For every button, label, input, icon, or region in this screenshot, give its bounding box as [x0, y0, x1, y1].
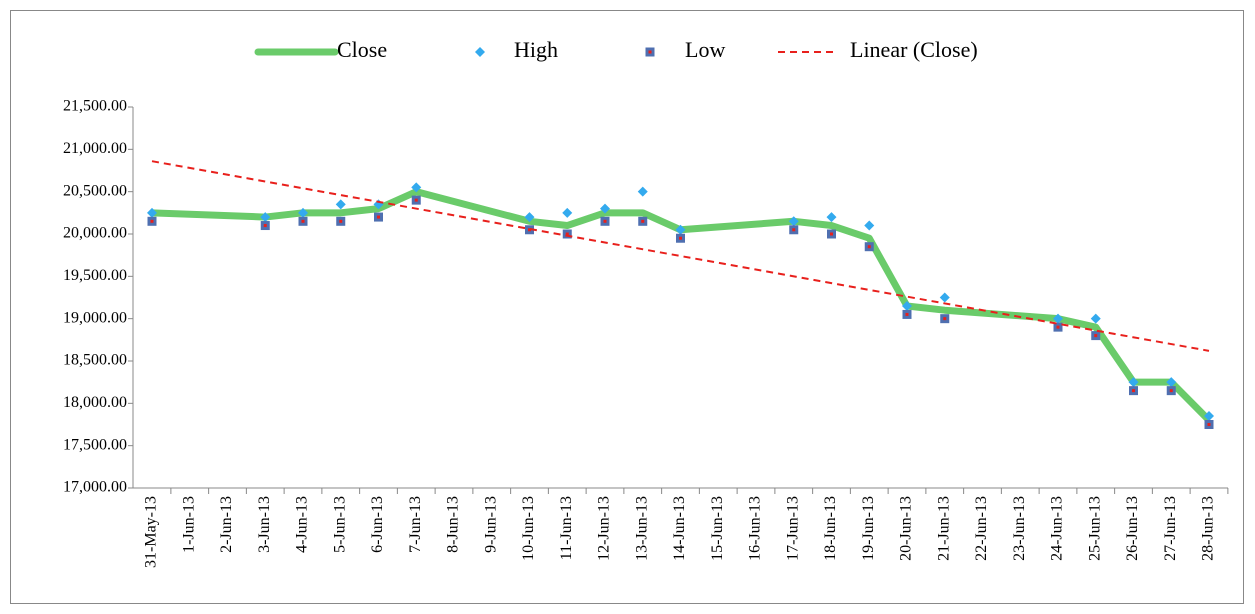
x-tick-label: 6-Jun-13	[369, 496, 386, 553]
point-center	[641, 219, 645, 223]
point	[939, 292, 950, 303]
x-tick-label: 4-Jun-13	[294, 496, 311, 553]
point-center	[263, 224, 267, 228]
point	[902, 300, 912, 311]
point	[1053, 313, 1063, 324]
point	[1128, 377, 1139, 388]
x-tick-label: 11-Jun-13	[558, 496, 575, 560]
point	[826, 212, 837, 223]
y-tick-label: 18,500.00	[63, 352, 127, 369]
y-tick-label: 19,500.00	[63, 267, 127, 284]
y-tick-label: 20,000.00	[63, 225, 127, 242]
x-tick-label: 8-Jun-13	[445, 496, 462, 553]
y-tick-label: 17,000.00	[63, 479, 127, 496]
x-tick-label: 5-Jun-13	[331, 496, 348, 553]
point-center	[414, 198, 418, 202]
chart-border	[10, 10, 1244, 604]
x-tick-label: 23-Jun-13	[1011, 496, 1028, 561]
point-center	[603, 219, 607, 223]
legend-label: High	[514, 37, 558, 62]
x-tick-label: 21-Jun-13	[935, 496, 952, 561]
legend-label: Close	[337, 37, 387, 62]
point-center	[301, 219, 305, 223]
x-tick-label: 2-Jun-13	[218, 496, 235, 553]
x-tick-label: 17-Jun-13	[784, 496, 801, 561]
point-center	[943, 317, 947, 321]
x-tick-label: 22-Jun-13	[973, 496, 990, 561]
x-tick-label: 12-Jun-13	[596, 496, 613, 561]
legend-label: Linear (Close)	[850, 37, 978, 62]
x-tick-label: 28-Jun-13	[1200, 496, 1217, 561]
y-tick-label: 21,500.00	[63, 98, 127, 115]
x-tick-label: 27-Jun-13	[1162, 496, 1179, 561]
point	[600, 203, 610, 214]
x-tick-label: 16-Jun-13	[747, 496, 764, 561]
point-center	[377, 215, 380, 219]
point	[298, 207, 308, 218]
point	[1090, 313, 1101, 324]
legend-swatch-center	[648, 50, 652, 54]
point-center	[150, 219, 154, 223]
point	[788, 216, 799, 227]
point-center	[1132, 389, 1135, 393]
x-tick-label: 20-Jun-13	[898, 496, 915, 561]
point	[637, 186, 648, 197]
x-tick-label: 24-Jun-13	[1049, 496, 1066, 561]
point	[1204, 411, 1214, 422]
point	[147, 207, 157, 218]
point-center	[905, 312, 909, 316]
legend-swatch	[475, 47, 485, 57]
trend-line	[151, 160, 1210, 352]
point	[562, 207, 573, 218]
point-center	[679, 236, 682, 240]
x-tick-label: 1-Jun-13	[180, 496, 197, 553]
point	[335, 199, 346, 210]
y-tick-label: 21,000.00	[63, 140, 127, 157]
point	[675, 224, 686, 235]
x-tick-label: 31-May-13	[143, 496, 160, 568]
x-tick-label: 14-Jun-13	[671, 496, 688, 561]
y-tick-label: 17,500.00	[63, 436, 127, 453]
point-center	[867, 245, 871, 249]
point	[411, 182, 422, 193]
point	[524, 212, 535, 223]
x-tick-label: 25-Jun-13	[1086, 496, 1103, 561]
point-center	[339, 219, 343, 223]
x-tick-label: 26-Jun-13	[1124, 496, 1141, 561]
point-center	[1207, 423, 1211, 426]
point-center	[1169, 389, 1173, 393]
legend-label: Low	[685, 37, 725, 62]
point	[260, 212, 271, 223]
x-tick-label: 3-Jun-13	[256, 496, 273, 553]
point-center	[565, 232, 569, 236]
y-tick-label: 20,500.00	[63, 182, 127, 199]
point-center	[830, 232, 833, 236]
point-center	[1094, 334, 1098, 338]
y-tick-label: 18,000.00	[63, 394, 127, 411]
x-tick-label: 9-Jun-13	[482, 496, 499, 553]
y-tick-label: 19,000.00	[63, 309, 127, 326]
x-tick-label: 19-Jun-13	[860, 496, 877, 561]
point	[864, 220, 875, 231]
point-center	[528, 228, 531, 232]
x-tick-label: 7-Jun-13	[407, 496, 424, 553]
x-tick-label: 15-Jun-13	[709, 496, 726, 561]
point	[1166, 377, 1177, 388]
x-tick-label: 18-Jun-13	[822, 496, 839, 561]
point-center	[792, 228, 796, 232]
x-tick-label: 13-Jun-13	[633, 496, 650, 561]
point-center	[1056, 325, 1060, 329]
x-tick-label: 10-Jun-13	[520, 496, 537, 561]
